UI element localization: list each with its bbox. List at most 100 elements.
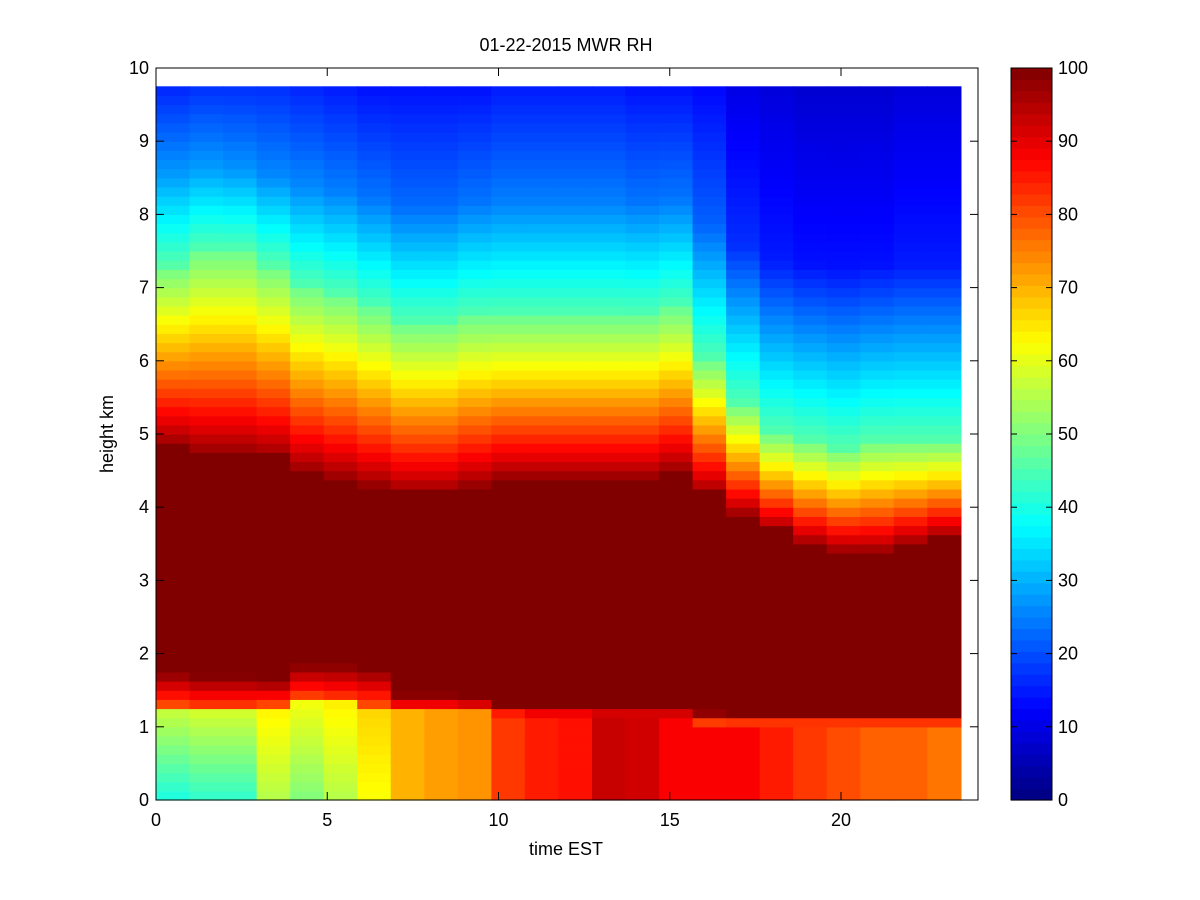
heatmap-cell (256, 699, 291, 710)
heatmap-cell (424, 342, 459, 353)
heatmap-cell (793, 214, 828, 225)
heatmap-cell (323, 479, 358, 490)
heatmap-cell (893, 653, 928, 664)
heatmap-cell (323, 708, 358, 719)
heatmap-cell (156, 232, 191, 243)
heatmap-cell (256, 434, 291, 444)
heatmap-cell (692, 644, 727, 655)
colorbar-swatch (1011, 296, 1052, 309)
heatmap-cell (424, 132, 459, 142)
heatmap-cell (591, 424, 627, 435)
heatmap-cell (524, 790, 560, 801)
heatmap-cell (625, 763, 660, 774)
heatmap-cell (189, 278, 224, 289)
heatmap-cell (357, 113, 392, 124)
heatmap-cell (290, 168, 325, 179)
heatmap-cell (726, 379, 761, 389)
heatmap-cell (591, 571, 627, 581)
heatmap-cell (927, 296, 962, 307)
heatmap-cell (826, 260, 861, 270)
heatmap-cell (323, 415, 358, 426)
heatmap-cell (156, 708, 191, 719)
heatmap-cell (793, 150, 828, 161)
colorbar-swatch (1011, 765, 1052, 778)
heatmap-cell (491, 745, 526, 755)
heatmap-cell (826, 754, 861, 764)
heatmap-cell (860, 772, 895, 783)
heatmap-cell (826, 726, 861, 737)
heatmap-cell (927, 681, 962, 691)
heatmap-cell (692, 461, 727, 472)
heatmap-cell (390, 479, 425, 490)
heatmap-cell (826, 790, 861, 801)
heatmap-cell (457, 360, 492, 371)
heatmap-cell (156, 498, 191, 508)
heatmap-cell (524, 772, 560, 783)
heatmap-cell (424, 443, 459, 453)
heatmap-cell (860, 287, 895, 298)
heatmap-cell (759, 653, 794, 664)
heatmap-cell (759, 214, 794, 225)
heatmap-cell (860, 507, 895, 517)
heatmap-cell (793, 241, 828, 252)
heatmap-cell (591, 205, 627, 215)
heatmap-cell (625, 223, 660, 234)
heatmap-cell (726, 571, 761, 581)
heatmap-cell (558, 351, 593, 362)
heatmap-cell (189, 717, 224, 728)
heatmap-cell (826, 214, 861, 225)
heatmap-cell (424, 150, 459, 161)
heatmap-cell (826, 132, 861, 142)
heatmap-cell (424, 562, 459, 572)
heatmap-cell (290, 552, 325, 563)
colorbar-swatch (1011, 170, 1052, 183)
heatmap-cell (156, 671, 191, 682)
heatmap-cell (524, 607, 560, 618)
heatmap-cell (558, 251, 593, 261)
heatmap-cell (759, 735, 794, 746)
heatmap-cell (625, 150, 660, 161)
heatmap-cell (927, 662, 962, 673)
heatmap-cell (893, 781, 928, 792)
heatmap-cell (524, 598, 560, 609)
heatmap-cell (524, 589, 560, 600)
heatmap-cell (156, 141, 191, 151)
colorbar-tick-label: 30 (1058, 570, 1078, 590)
heatmap-cell (591, 196, 627, 206)
heatmap-cell (491, 150, 526, 161)
heatmap-cell (893, 662, 928, 673)
heatmap-cell (256, 580, 291, 591)
heatmap-cell (558, 260, 593, 270)
heatmap-cell (927, 177, 962, 188)
heatmap-cell (860, 205, 895, 215)
colorbar-swatch (1011, 125, 1052, 138)
colorbar-tick-label: 90 (1058, 131, 1078, 151)
heatmap-cell (156, 516, 191, 527)
heatmap-cell (390, 781, 425, 792)
heatmap-cell (256, 552, 291, 563)
heatmap-cell (659, 699, 694, 710)
heatmap-cell (223, 543, 258, 554)
heatmap-cell (793, 434, 828, 444)
heatmap-cell (390, 434, 425, 444)
heatmap-cell (659, 269, 694, 280)
heatmap-cell (524, 406, 560, 417)
heatmap-cell (759, 397, 794, 408)
heatmap-cell (625, 296, 660, 307)
heatmap-cell (457, 699, 492, 710)
heatmap-cell (390, 406, 425, 417)
heatmap-cell (893, 461, 928, 472)
heatmap-cell (860, 607, 895, 618)
heatmap-cell (491, 196, 526, 206)
heatmap-cell (457, 708, 492, 719)
heatmap-cell (726, 333, 761, 344)
heatmap-cell (390, 708, 425, 719)
heatmap-cell (457, 598, 492, 609)
heatmap-cell (927, 150, 962, 161)
heatmap-cell (860, 671, 895, 682)
heatmap-cell (156, 104, 191, 115)
heatmap-cell (659, 525, 694, 536)
heatmap-cell (793, 617, 828, 627)
colorbar-swatch (1011, 662, 1052, 675)
